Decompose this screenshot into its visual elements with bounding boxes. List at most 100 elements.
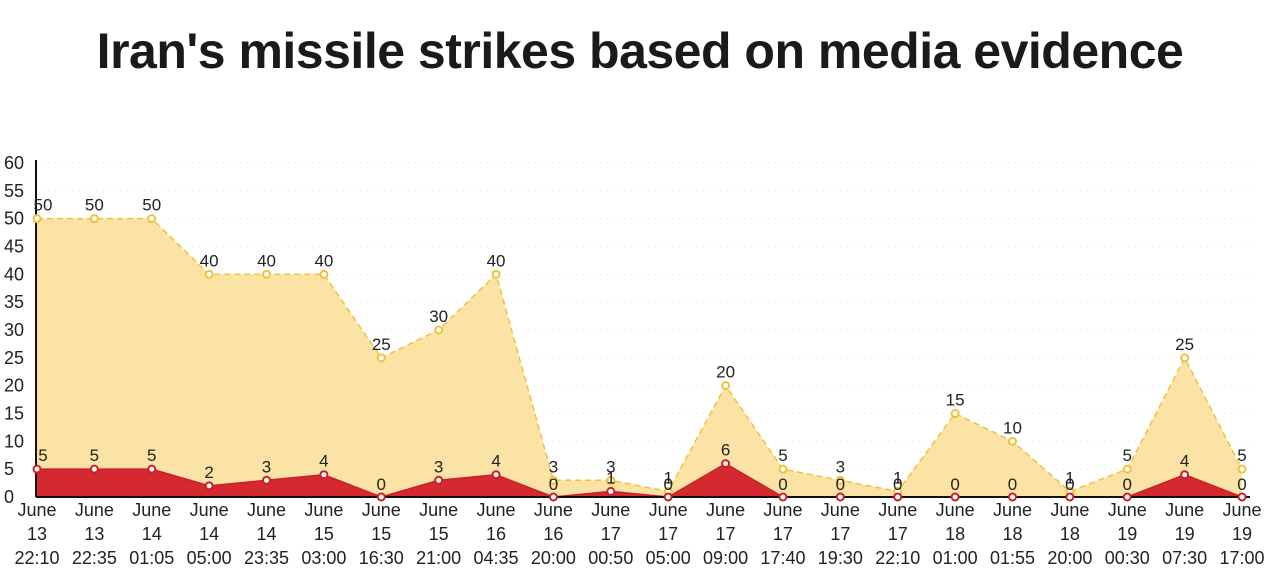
x-tick-label: 18 xyxy=(1060,524,1080,544)
data-point xyxy=(434,325,444,335)
gridlines xyxy=(36,162,1252,470)
series-area-1 xyxy=(37,463,1242,497)
data-label: 0 xyxy=(663,475,672,494)
data-label: 50 xyxy=(142,196,161,215)
x-tick-label: 01:05 xyxy=(129,548,174,568)
data-label: 3 xyxy=(262,457,271,476)
data-label: 1 xyxy=(606,468,615,487)
data-label: 1 xyxy=(893,468,902,487)
data-point xyxy=(1065,492,1075,502)
x-tick-label: 19:30 xyxy=(818,548,863,568)
data-label: 2 xyxy=(204,463,213,482)
data-point xyxy=(262,475,272,485)
y-tick-label: 30 xyxy=(4,320,24,340)
data-label: 15 xyxy=(946,391,965,410)
x-tick-label: 00:50 xyxy=(588,548,633,568)
x-tick-label: 15 xyxy=(314,524,334,544)
y-tick-label: 0 xyxy=(4,487,14,507)
x-tick-label: June xyxy=(763,500,802,520)
data-point xyxy=(262,269,272,279)
data-point xyxy=(491,470,501,480)
x-tick-label: 17 xyxy=(716,524,736,544)
x-tick-label: 18 xyxy=(1002,524,1022,544)
data-label: 0 xyxy=(950,475,959,494)
data-label: 30 xyxy=(429,307,448,326)
x-tick-label: June xyxy=(1108,500,1147,520)
data-point xyxy=(778,492,788,502)
data-point xyxy=(204,269,214,279)
data-point xyxy=(1237,464,1247,474)
data-point xyxy=(491,269,501,279)
data-point xyxy=(89,214,99,224)
x-tick-label: June xyxy=(706,500,745,520)
x-tick-label: June xyxy=(649,500,688,520)
data-label: 3 xyxy=(606,457,615,476)
data-point xyxy=(1237,492,1247,502)
data-point xyxy=(950,492,960,502)
x-tick-label: 14 xyxy=(142,524,162,544)
x-tick-label: 16 xyxy=(543,524,563,544)
data-label: 0 xyxy=(1008,475,1017,494)
data-label: 4 xyxy=(319,452,328,471)
x-tick-label: 17 xyxy=(658,524,678,544)
data-point xyxy=(721,381,731,391)
data-point xyxy=(1122,464,1132,474)
data-point xyxy=(434,475,444,485)
data-label: 50 xyxy=(34,196,53,215)
y-tick-labels: 0 5 10 15 20 25 30 35 40 45 50 55 60 xyxy=(4,153,24,507)
x-tick-label: June xyxy=(247,500,286,520)
x-tick-label: 13 xyxy=(27,524,47,544)
data-label: 40 xyxy=(257,251,276,270)
y-tick-label: 25 xyxy=(4,348,24,368)
data-label: 5 xyxy=(1123,446,1132,465)
x-tick-labels: June 13 22:10 June 13 22:35 June 14 01:05 June 14 0… xyxy=(14,500,1264,568)
x-tick-label: 20:00 xyxy=(531,548,576,568)
x-tick-label: June xyxy=(362,500,401,520)
x-tick-label: 18 xyxy=(945,524,965,544)
data-label: 0 xyxy=(778,475,787,494)
x-tick-label: 17 xyxy=(830,524,850,544)
x-tick-label: 17 xyxy=(773,524,793,544)
data-points xyxy=(32,214,1247,502)
x-tick-label: 16 xyxy=(486,524,506,544)
data-label: 3 xyxy=(836,457,845,476)
data-label: 0 xyxy=(893,475,902,494)
x-tick-label: 22:10 xyxy=(875,548,920,568)
data-point xyxy=(606,475,616,485)
x-tick-label: 22:10 xyxy=(14,548,59,568)
data-point xyxy=(835,475,845,485)
y-tick-label: 55 xyxy=(4,181,24,201)
x-tick-label: 05:00 xyxy=(646,548,691,568)
x-tick-label: 04:35 xyxy=(474,548,519,568)
x-tick-label: June xyxy=(1222,500,1261,520)
x-tick-label: 13 xyxy=(84,524,104,544)
data-point xyxy=(835,492,845,502)
data-label: 25 xyxy=(1175,335,1194,354)
data-point xyxy=(893,492,903,502)
series-area-0 xyxy=(37,218,1242,497)
data-label: 0 xyxy=(836,475,845,494)
x-tick-label: June xyxy=(419,500,458,520)
data-label: 0 xyxy=(549,475,558,494)
data-label: 0 xyxy=(377,475,386,494)
data-point xyxy=(32,464,42,474)
x-tick-label: 16:30 xyxy=(359,548,404,568)
x-tick-label: 14 xyxy=(199,524,219,544)
data-label: 5 xyxy=(90,446,99,465)
y-tick-label: 60 xyxy=(4,153,24,173)
x-tick-label: 00:30 xyxy=(1105,548,1150,568)
x-tick-label: June xyxy=(477,500,516,520)
x-tick-label: June xyxy=(534,500,573,520)
x-tick-label: 03:00 xyxy=(301,548,346,568)
data-point xyxy=(1007,436,1017,446)
x-tick-label: 01:00 xyxy=(933,548,978,568)
y-tick-label: 10 xyxy=(4,431,24,451)
data-label: 5 xyxy=(147,446,156,465)
data-point xyxy=(204,481,214,491)
x-tick-label: 19 xyxy=(1117,524,1137,544)
data-point xyxy=(89,464,99,474)
y-tick-label: 35 xyxy=(4,292,24,312)
x-tick-label: 15 xyxy=(429,524,449,544)
